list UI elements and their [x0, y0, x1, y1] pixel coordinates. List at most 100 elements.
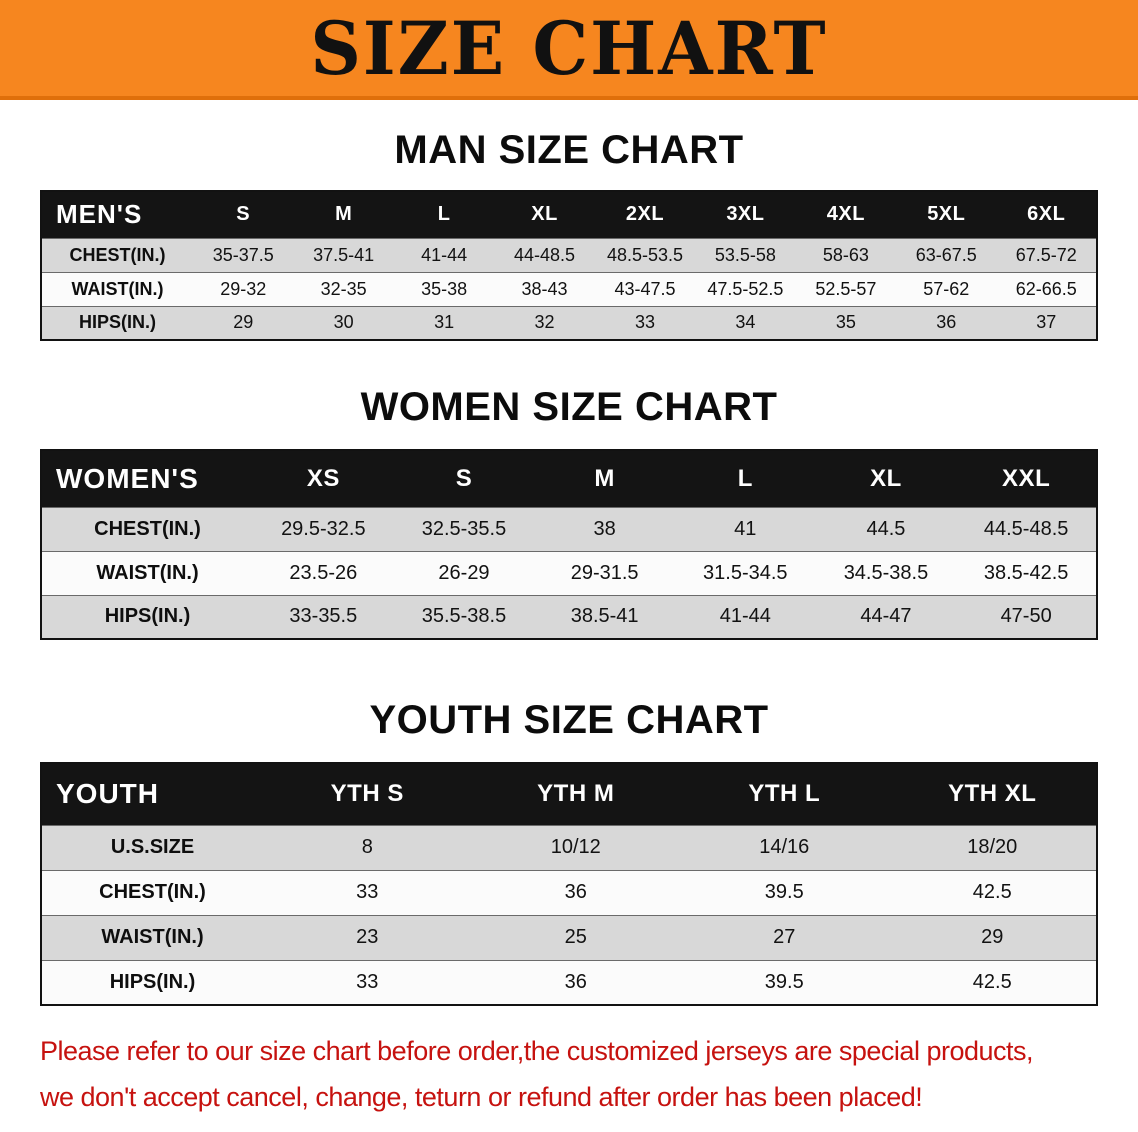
size-column-header: 6XL: [1027, 203, 1066, 226]
size-column-header: YTH M: [537, 780, 615, 808]
measurement-value: 33: [356, 881, 379, 903]
size-column-header: S: [236, 203, 251, 226]
size-column-header: L: [437, 203, 451, 226]
youth-section-heading: YOUTH SIZE CHART: [369, 698, 769, 742]
measurement-value: 38.5-41: [570, 605, 639, 628]
measurement-value: 29-32: [220, 278, 267, 299]
measurement-label: WAIST(IN.): [71, 278, 164, 299]
table-corner-label: YOUTH: [56, 778, 159, 810]
measurement-value: 42.5: [972, 881, 1012, 903]
measurement-value: 41-44: [421, 244, 468, 265]
table-header-row: YOUTH YTH S YTH M YTH L YTH XL: [41, 763, 1097, 825]
measurement-label: HIPS(IN.): [109, 970, 196, 993]
measurement-value: 43-47.5: [614, 278, 676, 299]
table-corner-label: WOMEN'S: [56, 462, 199, 494]
measurement-value: 31: [434, 312, 455, 333]
measurement-value: 34.5-38.5: [843, 561, 929, 584]
banner: SIZE CHART: [0, 0, 1138, 100]
measurement-value: 44.5: [866, 517, 906, 540]
size-column-header: 4XL: [826, 203, 865, 226]
men-size-table: MEN'S S M L XL 2XL 3XL 4XL 5XL 6XL CHEST(IN.) 35-37…: [40, 190, 1098, 341]
youth-size-table: YOUTH YTH S YTH M YTH L YTH XL U.S.SIZE 8 10/12…: [40, 762, 1098, 1006]
measurement-value: 32-35: [320, 278, 367, 299]
measurement-value: 8: [361, 836, 373, 858]
measurement-value: 14/16: [759, 836, 810, 858]
women-size-table: WOMEN'S XS S M L XL XXL CHEST(IN.) 29.5-32.5 32.5…: [40, 449, 1098, 640]
measurement-value: 29.5-32.5: [281, 517, 366, 540]
measurement-value: 62-66.5: [1015, 278, 1077, 299]
size-column-header: XXL: [1002, 464, 1051, 492]
measurement-value: 67.5-72: [1015, 244, 1077, 265]
size-column-header: YTH L: [748, 780, 821, 808]
measurement-label: U.S.SIZE: [110, 836, 195, 858]
measurement-label: HIPS(IN.): [104, 605, 191, 628]
measurement-value: 36: [936, 312, 957, 333]
measurement-row: HIPS(IN.) 33 36 39.5 42.5: [41, 960, 1097, 1005]
measurement-value: 27: [773, 926, 796, 948]
measurement-label: CHEST(IN.): [99, 881, 206, 903]
size-column-header: 5XL: [927, 203, 966, 226]
size-column-header: 3XL: [726, 203, 765, 226]
measurement-label: WAIST(IN.): [96, 561, 199, 584]
measurement-value: 36: [564, 970, 587, 993]
disclaimer-line-1: Please refer to our size chart before or…: [40, 1036, 1034, 1066]
measurement-value: 30: [333, 312, 354, 333]
measurement-value: 58-63: [822, 244, 869, 265]
measurement-value: 41-44: [719, 605, 771, 628]
measurement-value: 18/20: [967, 836, 1018, 858]
measurement-value: 36: [564, 881, 587, 903]
page-title: SIZE CHART: [310, 4, 828, 92]
size-column-header: XL: [870, 464, 902, 492]
size-column-header: M: [335, 203, 353, 226]
measurement-row: HIPS(IN.) 29 30 31 32 33 34 35 36 37: [41, 306, 1097, 340]
measurement-value: 57-62: [923, 278, 970, 299]
measurement-row: CHEST(IN.) 29.5-32.5 32.5-35.5 38 41 44.5 44.5…: [41, 507, 1097, 551]
disclaimer-line-2: we don't accept cancel, change, teturn o…: [40, 1082, 923, 1112]
size-column-header: YTH XL: [948, 780, 1037, 808]
measurement-label: CHEST(IN.): [69, 244, 166, 265]
measurement-value: 35.5-38.5: [421, 605, 507, 628]
measurement-value: 63-67.5: [915, 244, 977, 265]
measurement-row: HIPS(IN.) 33-35.5 35.5-38.5 38.5-41 41-44 44-…: [41, 595, 1097, 639]
section-women: WOMEN SIZE CHART WOMEN'S XS S M L XL XXL CHEST(…: [0, 383, 1138, 640]
measurement-value: 52.5-57: [815, 278, 877, 299]
men-table-wrap: MEN'S S M L XL 2XL 3XL 4XL 5XL 6XL CHEST(IN.) 35-37…: [0, 190, 1138, 341]
measurement-value: 23: [356, 926, 379, 948]
women-table-wrap: WOMEN'S XS S M L XL XXL CHEST(IN.) 29.5-32.5 32.5…: [0, 449, 1138, 640]
measurement-value: 26-29: [438, 561, 490, 584]
measurement-value: 44-48.5: [514, 244, 576, 265]
measurement-value: 10/12: [550, 836, 601, 858]
size-column-header: XL: [531, 203, 558, 226]
measurement-row: WAIST(IN.) 23.5-26 26-29 29-31.5 31.5-34.5 34…: [41, 551, 1097, 595]
measurement-value: 42.5: [972, 970, 1012, 993]
size-column-header: 2XL: [625, 203, 665, 226]
measurement-label: HIPS(IN.): [78, 312, 156, 333]
measurement-row: U.S.SIZE 8 10/12 14/16 18/20: [41, 825, 1097, 870]
measurement-label: WAIST(IN.): [101, 926, 204, 948]
measurement-value: 32.5-35.5: [421, 517, 507, 540]
measurement-value: 35-38: [421, 278, 468, 299]
measurement-value: 29: [233, 312, 254, 333]
table-corner-label: MEN'S: [56, 199, 143, 230]
women-section-heading: WOMEN SIZE CHART: [360, 385, 778, 429]
size-column-header: L: [737, 464, 753, 492]
measurement-value: 39.5: [764, 970, 804, 993]
measurement-value: 41: [734, 517, 757, 540]
measurement-value: 31.5-34.5: [703, 561, 788, 584]
measurement-value: 37: [1036, 312, 1057, 333]
measurement-value: 38: [593, 517, 616, 540]
measurement-value: 53.5-58: [714, 244, 776, 265]
size-column-header: XS: [306, 464, 340, 492]
size-column-header: S: [455, 464, 473, 492]
measurement-row: CHEST(IN.) 33 36 39.5 42.5: [41, 870, 1097, 915]
youth-table-wrap: YOUTH YTH S YTH M YTH L YTH XL U.S.SIZE 8 10/12…: [0, 762, 1138, 1006]
measurement-value: 38-43: [521, 278, 568, 299]
measurement-value: 47-50: [1000, 605, 1052, 628]
measurement-value: 32: [534, 312, 555, 333]
measurement-value: 48.5-53.5: [606, 244, 683, 265]
measurement-value: 29: [981, 926, 1004, 948]
measurement-value: 44-47: [860, 605, 912, 628]
men-section-heading: MAN SIZE CHART: [394, 128, 744, 172]
measurement-value: 35-37.5: [212, 244, 274, 265]
